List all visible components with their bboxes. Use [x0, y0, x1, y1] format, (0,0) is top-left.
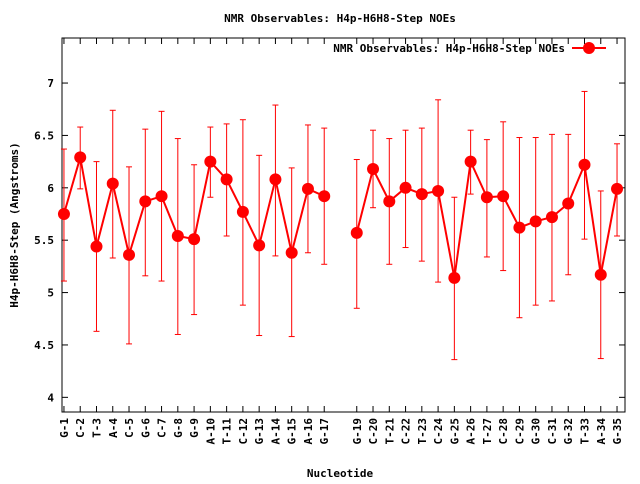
- data-point: [285, 246, 298, 259]
- x-tick-label: T-3: [90, 418, 103, 438]
- data-point: [367, 162, 380, 175]
- x-tick-label: T-11: [221, 418, 234, 445]
- data-point: [594, 268, 607, 281]
- y-tick-label: 4.5: [34, 339, 54, 352]
- x-tick-label: C-12: [237, 418, 250, 445]
- data-point: [90, 240, 103, 253]
- y-tick-label: 4: [47, 391, 54, 404]
- plot-frame: [61, 37, 626, 413]
- data-point: [497, 190, 510, 203]
- data-point: [399, 181, 412, 194]
- data-point: [448, 271, 461, 284]
- data-point: [578, 158, 591, 171]
- x-tick-label: G-13: [253, 418, 266, 445]
- x-tick-label: G-9: [188, 418, 201, 438]
- data-point: [464, 155, 477, 168]
- data-point: [220, 173, 233, 186]
- y-tick-label: 7: [47, 77, 54, 90]
- data-point: [513, 221, 526, 234]
- x-tick-label: C-29: [513, 418, 526, 445]
- x-tick-label: A-16: [302, 418, 315, 445]
- x-tick-label: A-4: [107, 418, 120, 438]
- data-point: [301, 182, 314, 195]
- data-point: [57, 208, 70, 220]
- x-tick-label: C-5: [123, 418, 136, 438]
- x-tick-label: C-7: [156, 418, 169, 438]
- legend-marker-sample: [583, 42, 595, 54]
- x-tick-label: G-1: [58, 418, 71, 438]
- data-point: [74, 151, 87, 164]
- x-tick-label: C-31: [546, 418, 559, 445]
- x-tick-label: A-10: [204, 418, 217, 445]
- x-tick-label: G-35: [611, 418, 624, 445]
- x-tick-label: G-19: [351, 418, 364, 445]
- data-point: [318, 190, 331, 203]
- data-point: [123, 248, 136, 261]
- data-point: [269, 173, 282, 186]
- x-tick-label: C-24: [432, 418, 445, 445]
- y-tick-label: 5.5: [34, 234, 54, 247]
- data-point: [611, 182, 624, 195]
- data-point: [106, 177, 119, 190]
- data-point: [383, 195, 396, 208]
- chart-title: NMR Observables: H4p-H6H8-Step NOEs: [224, 12, 456, 25]
- data-point: [350, 226, 363, 239]
- y-tick-label: 6.5: [34, 129, 54, 142]
- x-tick-label: G-15: [286, 418, 299, 445]
- x-tick-label: C-20: [367, 418, 380, 445]
- x-tick-label: C-28: [497, 418, 510, 445]
- x-tick-label: A-14: [269, 418, 282, 445]
- x-tick-label: G-8: [172, 418, 185, 438]
- x-axis-label: Nucleotide: [307, 467, 374, 480]
- x-tick-label: C-2: [74, 418, 87, 438]
- data-point: [545, 211, 558, 224]
- x-tick-label: C-22: [400, 418, 413, 445]
- legend: NMR Observables: H4p-H6H8-Step NOEs: [333, 42, 606, 55]
- legend-label: NMR Observables: H4p-H6H8-Step NOEs: [333, 42, 565, 55]
- y-tick-label: 5: [47, 287, 54, 300]
- x-tick-label: T-33: [578, 418, 591, 445]
- data-point: [171, 230, 184, 242]
- x-tick-label: T-23: [416, 418, 429, 445]
- x-tick-label: G-6: [139, 418, 152, 438]
- x-tick-label: G-32: [562, 418, 575, 445]
- x-tick-label: T-27: [481, 418, 494, 445]
- data-point: [188, 233, 201, 246]
- data-point: [480, 191, 493, 204]
- x-tick-label: G-25: [448, 418, 461, 445]
- x-tick-label: A-34: [595, 418, 608, 445]
- data-point: [155, 190, 168, 203]
- data-point: [529, 215, 542, 228]
- data-point: [253, 239, 266, 252]
- x-tick-label: A-26: [465, 418, 478, 445]
- data-point: [562, 197, 575, 210]
- data-point: [204, 155, 217, 168]
- y-axis-label: H4p-H6H8-Step (Angstroms): [8, 142, 21, 308]
- x-tick-label: T-21: [383, 418, 396, 445]
- y-tick-label: 6: [47, 182, 54, 195]
- data-point: [415, 188, 428, 201]
- x-tick-label: G-17: [318, 418, 331, 445]
- data-point: [139, 195, 152, 208]
- x-tick-label: G-30: [530, 418, 543, 445]
- data-point: [432, 184, 445, 197]
- data-point: [236, 205, 249, 218]
